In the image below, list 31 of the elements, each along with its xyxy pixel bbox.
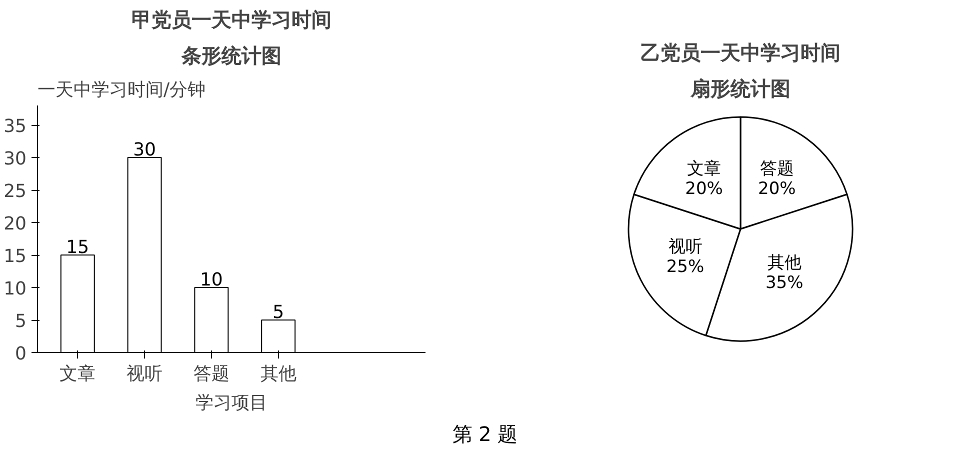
y-tick-label: 10	[4, 278, 26, 300]
x-tick-label: 答题	[193, 364, 230, 384]
data-label: 20%	[758, 178, 796, 199]
x-tick-label: 其他	[260, 364, 296, 384]
data-label: 30	[133, 140, 156, 160]
x-tick-label: 视听	[126, 364, 163, 384]
y-tick-label: 20	[4, 214, 26, 234]
y-tick-label: 35	[4, 116, 26, 137]
chart-title: 甲党员一天中学习时间	[132, 8, 332, 32]
slice-label: 其他	[767, 252, 802, 273]
slice-label: 文章	[687, 158, 722, 179]
data-label: 10	[200, 270, 223, 290]
y-tick-label: 0	[15, 344, 26, 364]
data-label: 20%	[685, 178, 723, 199]
data-label: 5	[272, 302, 284, 323]
data-label: 15	[66, 237, 90, 258]
y-tick-label: 25	[4, 181, 26, 202]
chart-subtitle: 扇形统计图	[690, 76, 790, 100]
chart-title: 乙党员一天中学习时间	[640, 40, 840, 64]
slice-label: 答题	[760, 158, 794, 179]
y-tick-label: 15	[4, 246, 26, 267]
y-tick-label: 5	[15, 311, 26, 332]
y-tick-label: 30	[4, 148, 26, 170]
slice-label: 视听	[668, 237, 702, 258]
data-label: 25%	[666, 257, 704, 278]
y-axis-title: 一天中学习时间/分钟	[38, 80, 206, 100]
data-label: 35%	[765, 272, 804, 293]
chart-subtitle: 条形统计图	[180, 44, 282, 68]
x-tick-label: 文章	[60, 364, 96, 384]
x-axis-title: 学习项目	[196, 392, 268, 412]
text: 第 2 题	[452, 421, 518, 448]
